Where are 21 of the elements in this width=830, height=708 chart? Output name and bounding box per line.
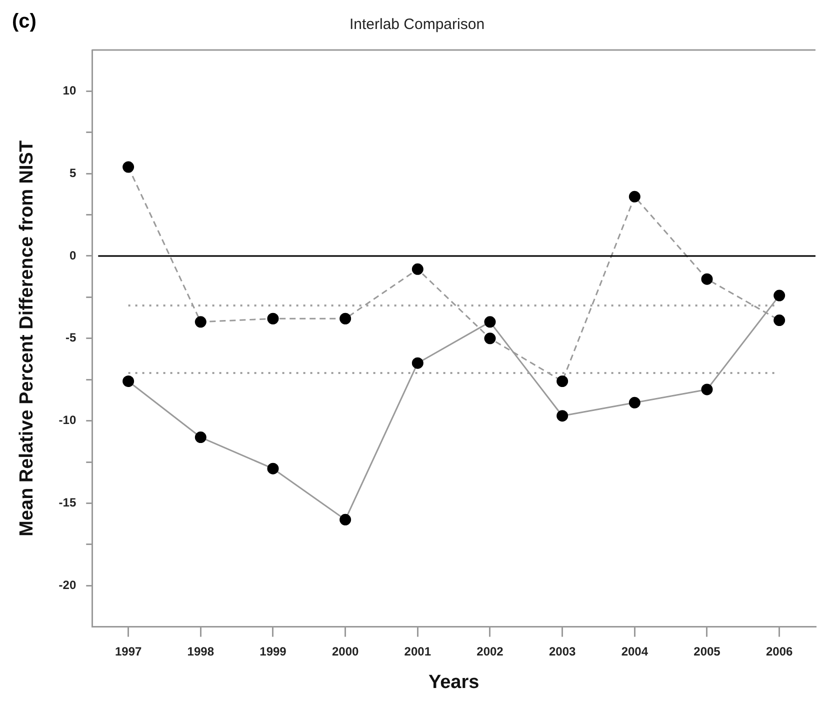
y-tick-label: 5 — [69, 166, 76, 180]
y-tick-label: -10 — [58, 413, 76, 428]
y-tick-label: -20 — [58, 578, 76, 592]
x-axis-title: Years — [428, 672, 480, 693]
x-tick-label: 2001 — [404, 644, 432, 658]
y-tick-label: -5 — [65, 330, 76, 345]
x-tick-label: 1999 — [260, 644, 287, 658]
y-axis-title: Mean Relative Percent Difference from NIST — [16, 140, 38, 536]
text: (c) — [12, 10, 36, 33]
x-tick-label: 2005 — [694, 644, 721, 658]
x-tick-label: 2004 — [621, 644, 648, 658]
x-tick-label: 2006 — [766, 644, 793, 658]
x-tick-label: 2002 — [476, 644, 504, 658]
y-tick-label: 10 — [62, 84, 76, 98]
chart-title: Interlab Comparison — [349, 16, 485, 34]
y-tick-label: 0 — [69, 248, 76, 262]
x-tick-label: 2003 — [548, 644, 576, 658]
y-tick-label: -15 — [58, 496, 76, 510]
x-tick-label: 1998 — [187, 644, 214, 658]
x-tick-label: 2000 — [332, 644, 359, 658]
x-tick-label: 1997 — [114, 644, 142, 658]
